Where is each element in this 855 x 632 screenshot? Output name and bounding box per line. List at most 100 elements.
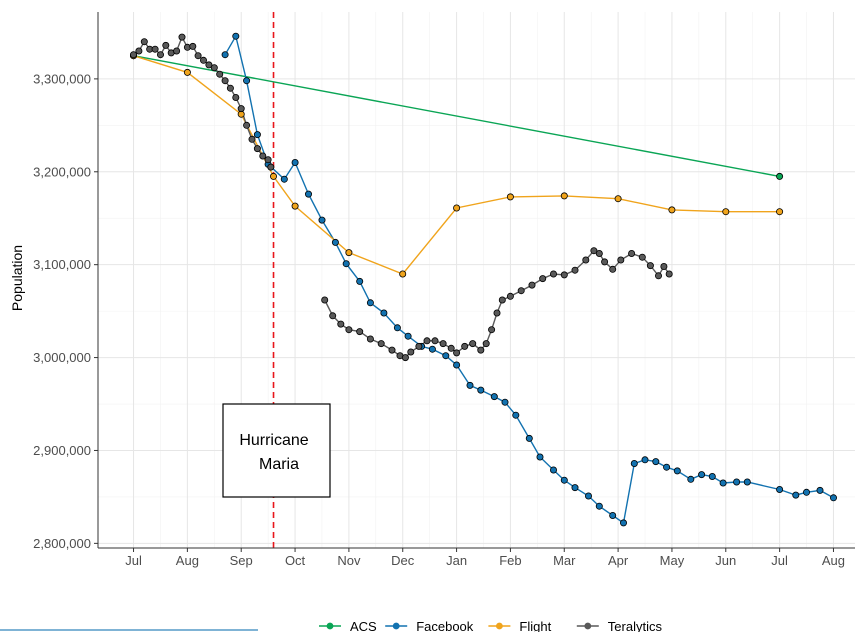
x-tick-label: Aug (176, 553, 199, 568)
teralytics-point (210, 64, 218, 72)
teralytics-point (590, 247, 598, 255)
teralytics-point (571, 266, 579, 274)
teralytics-point (329, 312, 337, 320)
facebook-point (585, 492, 593, 500)
y-tick-label: 2,800,000 (33, 536, 91, 551)
facebook-point (304, 190, 312, 198)
flight-point (614, 195, 622, 203)
flight-point (345, 249, 353, 257)
facebook-point (404, 332, 412, 340)
facebook-legend-key (392, 622, 400, 630)
facebook-point (663, 463, 671, 471)
teralytics-point (482, 340, 490, 348)
x-tick-label: Feb (499, 553, 521, 568)
teralytics-line (324, 249, 670, 359)
teralytics-point (321, 296, 329, 304)
x-tick-label: Apr (608, 553, 629, 568)
teralytics-point (151, 45, 159, 53)
flight-legend-label: Flight (519, 619, 551, 632)
teralytics-point (337, 320, 345, 328)
teralytics-point (248, 135, 256, 143)
teralytics-point (407, 348, 415, 356)
acs-legend-label: ACS (350, 619, 377, 632)
teralytics-point (477, 346, 485, 354)
facebook-point (291, 158, 299, 166)
teralytics-point (173, 47, 181, 55)
teralytics-point (601, 258, 609, 266)
facebook-point (687, 475, 695, 483)
teralytics-point (178, 33, 186, 41)
facebook-point (743, 478, 751, 486)
x-tick-label: Jul (771, 553, 788, 568)
facebook-point (232, 32, 240, 40)
teralytics-point (377, 340, 385, 348)
teralytics-point (156, 51, 164, 59)
teralytics-point (253, 145, 261, 153)
facebook-point (536, 453, 544, 461)
annotation-line-1: Hurricane (239, 432, 308, 449)
teralytics-point (189, 42, 197, 50)
facebook-legend-label: Facebook (416, 619, 474, 632)
teralytics-point (237, 105, 245, 113)
flight-point (668, 206, 676, 214)
y-tick-label: 3,000,000 (33, 350, 91, 365)
facebook-point (609, 512, 617, 520)
x-tick-label: Jun (715, 553, 736, 568)
annotation-box: Hurricane Maria (222, 403, 331, 498)
facebook-point (331, 238, 339, 246)
x-tick-label: Jul (125, 553, 142, 568)
teralytics-point (488, 326, 496, 334)
teralytics-point (129, 51, 137, 59)
acs-legend-key (326, 622, 334, 630)
facebook-point (393, 324, 401, 332)
facebook-point (560, 476, 568, 484)
teralytics-point (617, 256, 625, 264)
x-tick-label: May (660, 553, 685, 568)
facebook-point (620, 519, 628, 527)
teralytics-legend-label: Teralytics (608, 619, 663, 632)
teralytics-point (447, 344, 455, 352)
teralytics-point (366, 335, 374, 343)
teralytics-point (140, 38, 148, 46)
facebook-point (512, 411, 520, 419)
flight-point (722, 208, 730, 216)
facebook-point (490, 393, 498, 401)
teralytics-point (550, 270, 558, 278)
flight-point (776, 208, 784, 216)
facebook-point (719, 479, 727, 487)
facebook-point (280, 175, 288, 183)
facebook-point (830, 494, 838, 502)
teralytics-point (259, 152, 267, 160)
facebook-point (525, 434, 533, 442)
teralytics-point (453, 349, 461, 357)
facebook-point (477, 386, 485, 394)
y-tick-labels: 2,800,000 2,900,000 3,000,000 3,100,000 3,20… (33, 71, 98, 551)
teralytics-point (194, 52, 202, 60)
x-tick-labels: Jul Aug Sep Oct Nov Dec Jan Feb Mar Apr May Jun Jul A… (125, 548, 845, 568)
y-tick-label: 3,100,000 (33, 257, 91, 272)
flight-point (399, 270, 407, 278)
teralytics-point (638, 253, 646, 261)
flight-point (183, 68, 191, 76)
facebook-point (243, 77, 251, 85)
teralytics-point (609, 265, 617, 273)
facebook-point (318, 216, 326, 224)
y-tick-label: 2,900,000 (33, 443, 91, 458)
facebook-point (466, 381, 474, 389)
teralytics-point (205, 61, 213, 69)
facebook-point (792, 491, 800, 499)
teralytics-point (162, 41, 170, 49)
teralytics-point (423, 337, 431, 345)
teralytics-point (560, 271, 568, 279)
teralytics-point (431, 337, 439, 345)
teralytics-point (528, 281, 536, 289)
x-tick-label: Mar (553, 553, 576, 568)
teralytics-point (665, 270, 673, 278)
teralytics-point (469, 340, 477, 348)
flight-point (506, 193, 514, 201)
teralytics-point (221, 77, 229, 85)
teralytics-point (595, 249, 603, 257)
bottom-scroll-indicator (0, 629, 258, 631)
teralytics-point (628, 249, 636, 257)
